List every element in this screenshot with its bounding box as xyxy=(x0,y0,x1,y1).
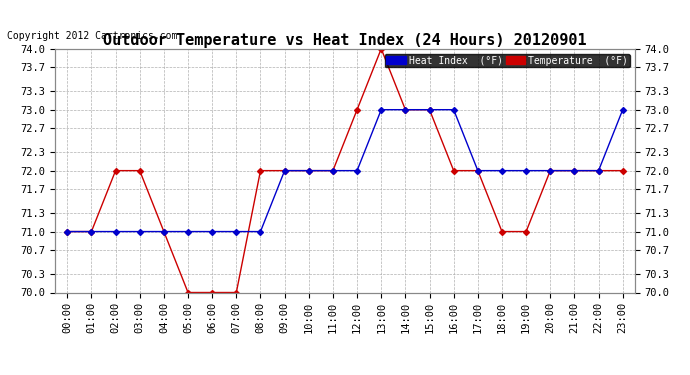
Title: Outdoor Temperature vs Heat Index (24 Hours) 20120901: Outdoor Temperature vs Heat Index (24 Ho… xyxy=(104,33,586,48)
Text: Copyright 2012 Cartronics.com: Copyright 2012 Cartronics.com xyxy=(7,32,177,41)
Legend: Heat Index  (°F), Temperature  (°F): Heat Index (°F), Temperature (°F) xyxy=(384,54,630,68)
